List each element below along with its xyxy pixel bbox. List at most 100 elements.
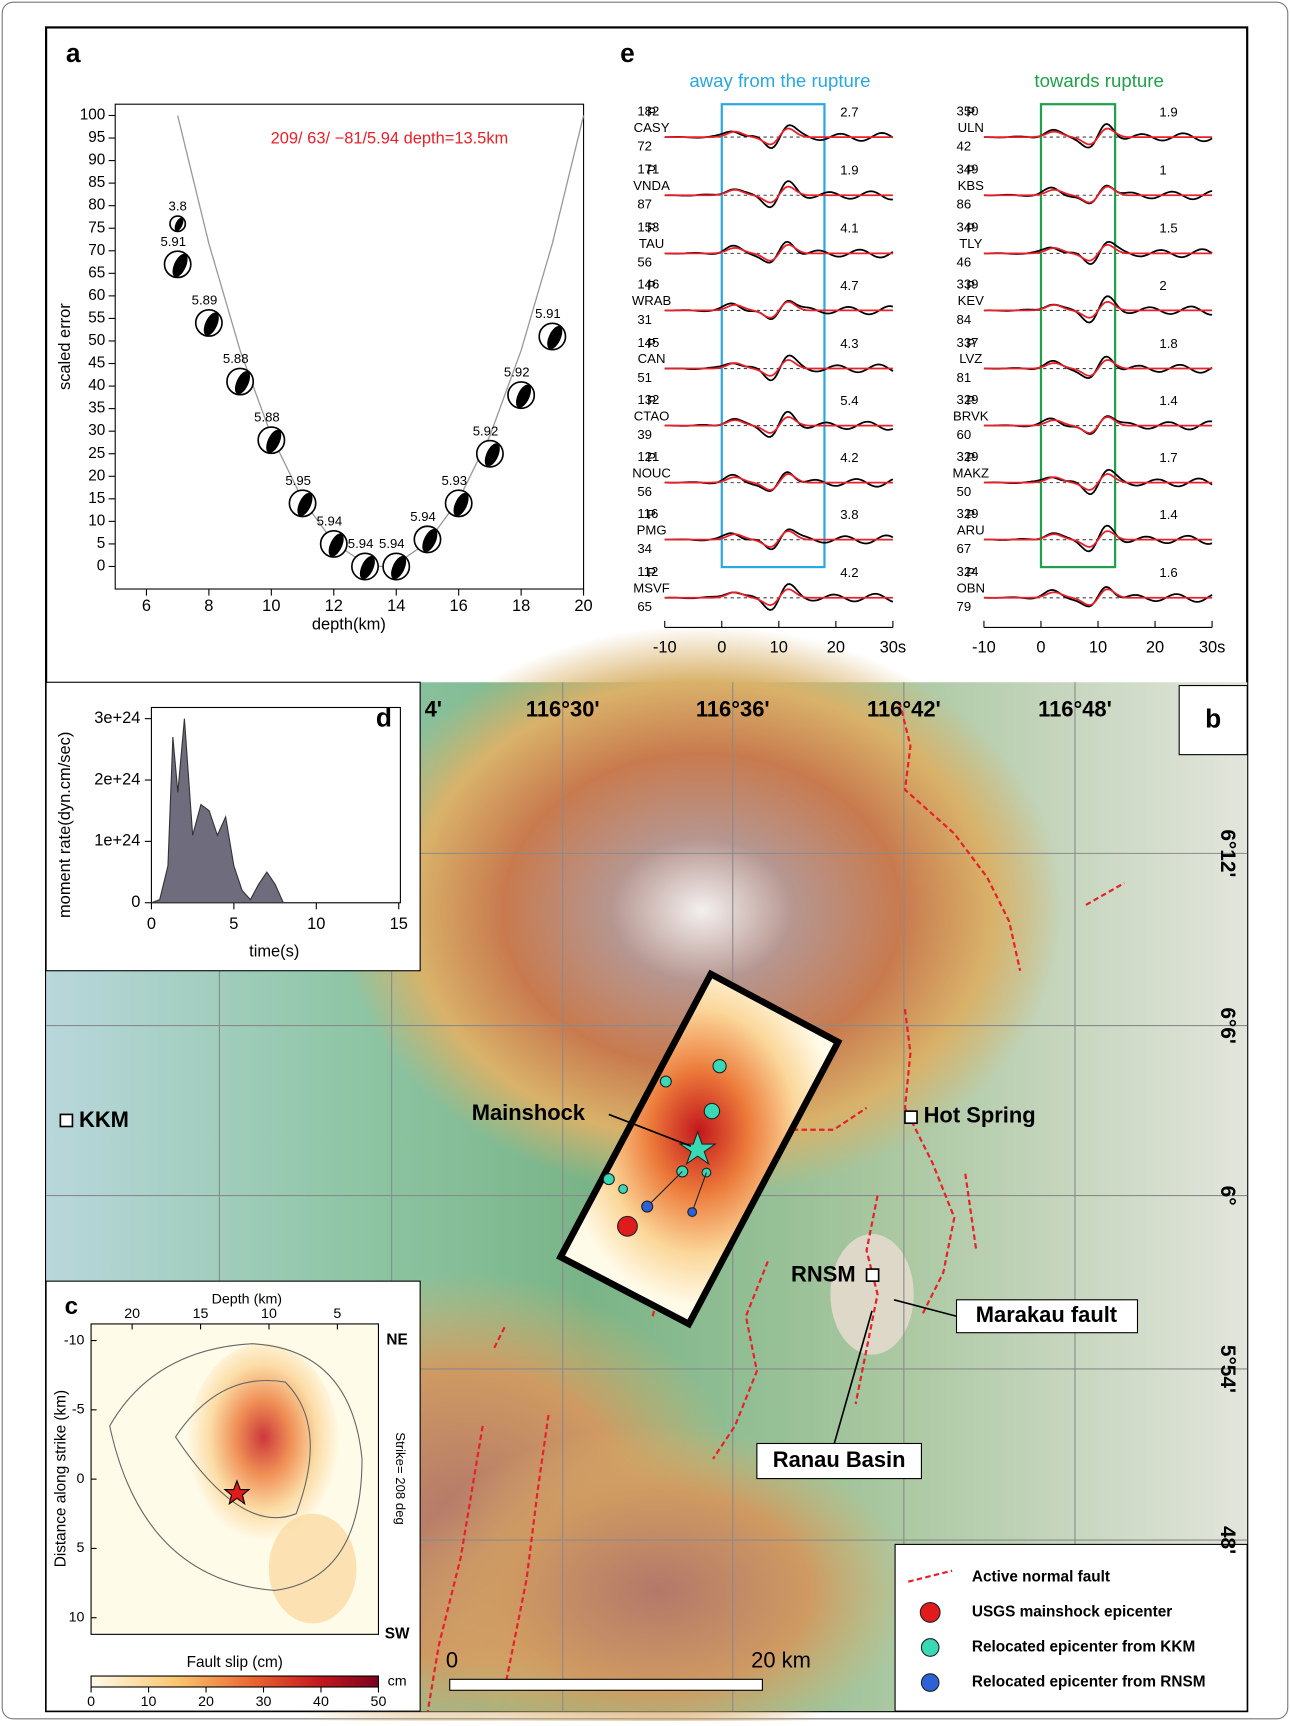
beachball xyxy=(352,553,378,581)
x-tick-label: 16 xyxy=(450,597,468,615)
legend-label: Active normal fault xyxy=(972,1568,1110,1585)
beachball xyxy=(321,531,347,559)
beachball xyxy=(196,310,222,338)
azimuth: 153 xyxy=(637,220,659,235)
azimuth: 121 xyxy=(637,449,659,464)
longitude-label: 116°42' xyxy=(867,697,941,722)
distance: 65 xyxy=(637,599,652,614)
magnitude-label: 5.91 xyxy=(535,306,561,321)
distance: 51 xyxy=(637,370,652,385)
station-name: MAKZ xyxy=(952,465,989,480)
y-tick-label: 75 xyxy=(88,219,105,236)
longitude-label: 116°48' xyxy=(1038,697,1112,722)
y-tick-label: 20 xyxy=(88,467,105,484)
amplitude: 4.3 xyxy=(840,336,858,351)
azimuth: 349 xyxy=(957,220,979,235)
y-tick-label: 55 xyxy=(88,309,105,326)
y-tick-label: 85 xyxy=(88,174,105,191)
azimuth: 350 xyxy=(957,103,979,118)
colorbar-unit: cm xyxy=(388,1673,407,1689)
y-tick-label: 25 xyxy=(88,445,105,462)
y-tick-label: 30 xyxy=(88,422,105,439)
azimuth: 337 xyxy=(957,335,979,350)
station-name: KEV xyxy=(958,293,985,308)
azimuth: 339 xyxy=(957,277,979,292)
distance: 39 xyxy=(637,427,652,442)
synthetic-waveform xyxy=(984,302,1212,318)
y-tick-label: 10 xyxy=(88,512,105,529)
station-name: CAN xyxy=(638,351,666,366)
azimuth: 132 xyxy=(637,392,659,407)
magnitude-label: 5.94 xyxy=(317,513,343,528)
magnitude-label: 3.8 xyxy=(169,199,187,214)
panel-letter: a xyxy=(66,38,81,68)
distance: 87 xyxy=(637,197,652,212)
synthetic-waveform xyxy=(984,417,1212,433)
plot-frame-a xyxy=(115,104,583,589)
y-axis-label: Distance along strike (km) xyxy=(53,1390,70,1567)
y-tick-label: 80 xyxy=(88,197,105,214)
amplitude: 4.1 xyxy=(840,221,858,236)
synthetic-waveform xyxy=(665,589,893,605)
misfit-curve xyxy=(178,115,584,566)
magnitude-label: 5.92 xyxy=(504,365,530,380)
beachball xyxy=(383,553,409,581)
panel-letter: e xyxy=(620,38,635,68)
station-name: BRVK xyxy=(953,408,989,423)
amplitude: 5.4 xyxy=(840,393,858,408)
y-axis-label: scaled error xyxy=(56,303,74,390)
panel-letter: c xyxy=(65,1293,78,1320)
distance: 34 xyxy=(637,541,652,556)
latitude-label: 48' xyxy=(1216,1526,1239,1554)
azimuth: 112 xyxy=(637,564,658,579)
station-name: TAU xyxy=(639,236,664,251)
magnitude-label: 5.88 xyxy=(223,351,249,366)
scale-label: 20 km xyxy=(751,1648,811,1673)
distance: 31 xyxy=(637,312,652,327)
beachball xyxy=(477,441,503,469)
amplitude: 1.9 xyxy=(840,163,858,178)
x-tick-label: 10 xyxy=(261,1306,277,1322)
scale-label: 0 xyxy=(446,1648,458,1673)
panel-letter: b xyxy=(1205,704,1221,734)
synthetic-waveform xyxy=(665,245,893,261)
y-tick-label: 5 xyxy=(77,1540,85,1556)
azimuth: 329 xyxy=(957,449,979,464)
amplitude: 1.9 xyxy=(1159,104,1177,119)
synthetic-waveform xyxy=(984,474,1212,490)
station-name: WRAB xyxy=(632,293,672,308)
y-tick-label: 60 xyxy=(88,287,105,304)
synthetic-waveform xyxy=(984,245,1212,261)
time-window xyxy=(1041,104,1115,567)
colorbar-tick-label: 30 xyxy=(256,1694,272,1710)
synthetic-waveform xyxy=(665,129,893,145)
column-title: away from the rupture xyxy=(689,70,870,91)
y-tick-label: 5 xyxy=(97,535,106,552)
azimuth: 182 xyxy=(637,103,659,118)
x-tick-label: 0 xyxy=(717,639,726,657)
y-tick-label: 2e+24 xyxy=(94,770,140,788)
legend-label: Relocated epicenter from RNSM xyxy=(972,1674,1206,1691)
y-tick-label: -5 xyxy=(72,1402,85,1418)
amplitude: 1.4 xyxy=(1159,393,1177,408)
colorbar-label: Fault slip (cm) xyxy=(187,1654,283,1671)
synthetic-waveform xyxy=(665,531,893,547)
y-tick-label: 35 xyxy=(88,400,105,417)
synthetic-waveform xyxy=(665,360,893,376)
y-tick-label: 0 xyxy=(131,893,140,911)
x-tick-label: 30s xyxy=(1199,639,1226,657)
x-tick-label: 20 xyxy=(124,1306,140,1322)
y-tick-label: 10 xyxy=(69,1609,85,1625)
site-label: Hot Spring xyxy=(924,1102,1036,1127)
distance: 42 xyxy=(957,138,972,153)
colorbar-tick-label: 10 xyxy=(141,1694,157,1710)
colorbar-tick-label: 0 xyxy=(87,1694,95,1710)
longitude-label: 116°36' xyxy=(696,697,770,722)
station-name: CTAO xyxy=(634,408,670,423)
panel-letter: d xyxy=(376,703,392,733)
y-tick-label: 0 xyxy=(97,558,106,575)
y-tick-label: 100 xyxy=(80,107,106,124)
x-tick-label: -10 xyxy=(653,639,677,657)
amplitude: 1 xyxy=(1159,163,1166,178)
station-name: NOUC xyxy=(632,465,671,480)
